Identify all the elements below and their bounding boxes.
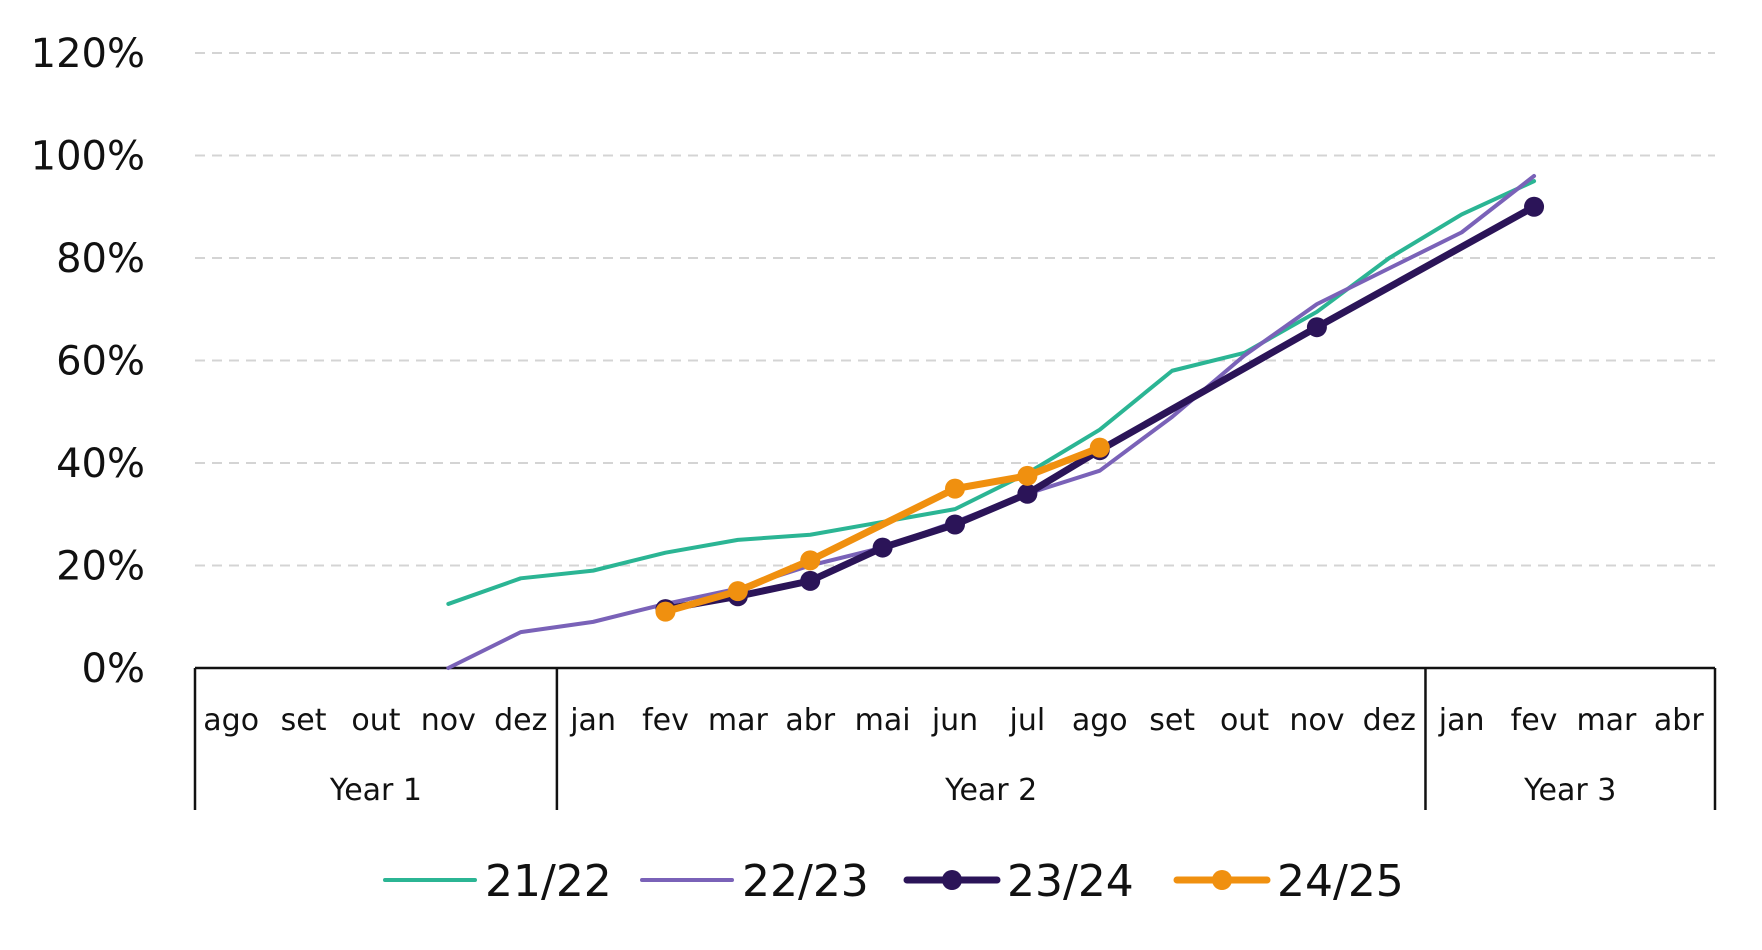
legend-label: 21/22 <box>485 856 612 907</box>
y-tick-label: 80% <box>56 236 145 282</box>
data-point <box>1524 196 1545 217</box>
x-tick-label: jun <box>931 703 978 738</box>
x-tick-label: set <box>281 703 327 738</box>
y-tick-label: 60% <box>56 339 145 385</box>
y-axis-ticks: 0% 20% 40% 60% 80% 100% 120% <box>31 31 145 692</box>
legend: 21/22 22/23 23/24 24/25 <box>383 856 1404 907</box>
x-axis-ticks: ago set out nov dez jan fev mar abr mai jun jul ago s… <box>203 703 1704 738</box>
x-group-label: Year 3 <box>1523 773 1616 808</box>
data-point <box>945 514 965 535</box>
legend-label: 22/23 <box>742 856 869 907</box>
series-line <box>661 444 1104 616</box>
x-tick-label: jul <box>1009 703 1046 738</box>
x-tick-label: fev <box>1511 703 1558 738</box>
x-axis-groups: Year 1 Year 2 Year 3 <box>329 773 1616 808</box>
y-tick-label: 40% <box>56 441 145 487</box>
data-point <box>727 581 748 602</box>
x-tick-label: nov <box>421 703 476 738</box>
x-tick-label: jan <box>1438 703 1485 738</box>
x-tick-label: mar <box>1576 703 1637 738</box>
x-tick-label: abr <box>1654 703 1704 738</box>
series-line <box>446 174 1537 670</box>
x-tick-label: out <box>1220 703 1269 738</box>
x-tick-label: out <box>351 703 400 738</box>
data-point <box>1017 483 1038 504</box>
series-line <box>661 203 1538 613</box>
legend-marker <box>1212 870 1232 890</box>
x-tick-label: mar <box>708 703 769 738</box>
y-tick-label: 120% <box>31 31 145 77</box>
data-point <box>655 601 676 622</box>
x-tick-label: ago <box>1072 703 1128 738</box>
data-point <box>945 478 965 499</box>
x-tick-label: dez <box>494 703 547 738</box>
x-tick-label: jan <box>569 703 616 738</box>
data-point <box>1017 465 1038 486</box>
data-point <box>1306 317 1327 338</box>
y-tick-label: 0% <box>82 646 145 692</box>
series-lines <box>446 174 1545 670</box>
series-line <box>446 179 1537 606</box>
x-tick-label: dez <box>1363 703 1416 738</box>
x-tick-label: ago <box>203 703 259 738</box>
legend-label: 23/24 <box>1007 856 1134 907</box>
x-tick-label: fev <box>642 703 689 738</box>
y-tick-label: 100% <box>31 134 145 180</box>
x-group-label: Year 2 <box>944 773 1037 808</box>
data-point <box>800 550 821 571</box>
legend-marker <box>942 870 962 890</box>
data-point <box>872 537 893 558</box>
data-point <box>800 570 821 591</box>
x-tick-label: nov <box>1289 703 1344 738</box>
gridlines <box>195 52 1715 567</box>
legend-label: 24/25 <box>1277 856 1404 907</box>
x-group-label: Year 1 <box>329 773 422 808</box>
x-tick-label: mai <box>855 703 911 738</box>
data-point <box>1089 437 1110 458</box>
x-tick-label: abr <box>785 703 835 738</box>
y-tick-label: 20% <box>56 544 145 590</box>
x-tick-label: set <box>1149 703 1195 738</box>
